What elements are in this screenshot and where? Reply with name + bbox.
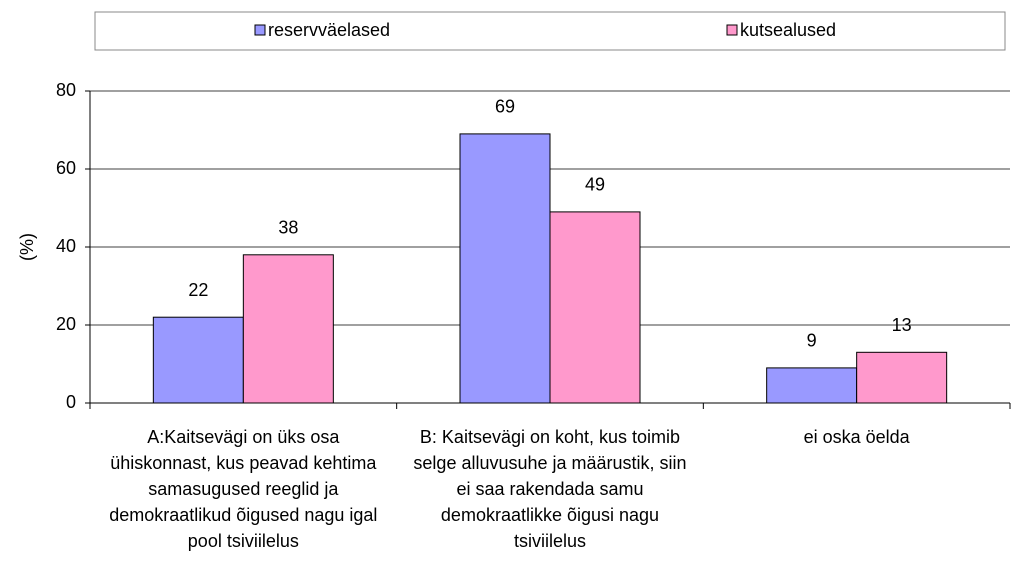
legend-label: reservväelased bbox=[268, 20, 390, 40]
y-tick-label: 0 bbox=[66, 392, 76, 412]
y-tick-label: 60 bbox=[56, 158, 76, 178]
bar bbox=[459, 133, 551, 404]
value-label: 13 bbox=[892, 315, 912, 335]
x-tick-label: ei oska öelda bbox=[803, 427, 910, 447]
legend-box bbox=[94, 11, 1006, 51]
legend-swatch bbox=[254, 24, 266, 36]
value-label: 38 bbox=[278, 218, 298, 238]
y-axis-label: (%) bbox=[17, 233, 37, 261]
legend-label: kutsealused bbox=[740, 20, 836, 40]
y-tick-label: 40 bbox=[56, 236, 76, 256]
bar bbox=[152, 316, 244, 404]
x-tick-label: B: Kaitsevägi on koht, kus toimib selge … bbox=[413, 427, 687, 551]
y-tick-label: 80 bbox=[56, 80, 76, 100]
x-tick-label: A:Kaitsevägi on üks osa ühiskonnast, kus… bbox=[109, 427, 378, 551]
value-label: 49 bbox=[585, 175, 605, 195]
value-label: 69 bbox=[495, 97, 515, 117]
bar bbox=[766, 367, 858, 404]
value-label: 22 bbox=[188, 280, 208, 300]
legend-swatch bbox=[726, 24, 738, 36]
bar bbox=[549, 211, 641, 404]
y-tick-label: 20 bbox=[56, 314, 76, 334]
value-label: 9 bbox=[807, 331, 817, 351]
bar bbox=[242, 254, 334, 404]
bar bbox=[856, 351, 948, 404]
